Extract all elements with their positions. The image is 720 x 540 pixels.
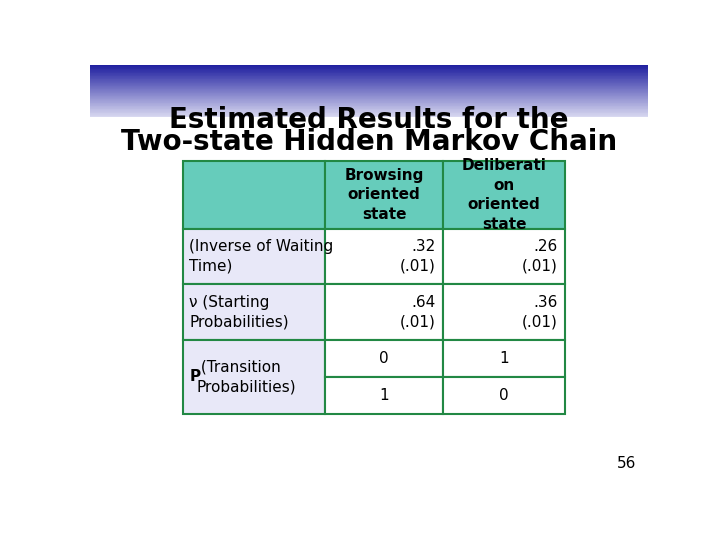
Text: 0: 0 (500, 388, 509, 403)
Bar (444, 161, 565, 229)
Bar (183, 284, 325, 340)
Bar (325, 284, 444, 340)
Text: 0: 0 (379, 350, 389, 366)
Text: .26
(.01): .26 (.01) (521, 239, 557, 274)
Bar (183, 340, 325, 414)
Text: .64
(.01): .64 (.01) (400, 295, 436, 329)
Bar (325, 340, 444, 377)
Text: Deliberati
on
oriented
state: Deliberati on oriented state (462, 158, 546, 232)
Text: 1: 1 (379, 388, 389, 403)
Text: Browsing
oriented
state: Browsing oriented state (344, 167, 424, 222)
Bar (325, 377, 444, 414)
Text: 1: 1 (500, 350, 509, 366)
Bar (444, 340, 565, 377)
Text: (Inverse of Waiting
Time): (Inverse of Waiting Time) (189, 239, 333, 274)
Bar (183, 229, 325, 284)
Text: P: P (189, 369, 200, 384)
Text: (Transition
Probabilities): (Transition Probabilities) (196, 359, 296, 394)
Bar (444, 229, 565, 284)
Bar (444, 377, 565, 414)
Text: ν (Starting
Probabilities): ν (Starting Probabilities) (189, 295, 289, 329)
Bar (444, 284, 565, 340)
Text: Estimated Results for the: Estimated Results for the (169, 106, 569, 134)
Text: .32
(.01): .32 (.01) (400, 239, 436, 274)
Bar (183, 161, 325, 229)
Text: 56: 56 (617, 456, 636, 471)
Bar (325, 229, 444, 284)
Bar (325, 161, 444, 229)
Text: Two-state Hidden Markov Chain: Two-state Hidden Markov Chain (121, 128, 617, 156)
Text: .36
(.01): .36 (.01) (521, 295, 557, 329)
